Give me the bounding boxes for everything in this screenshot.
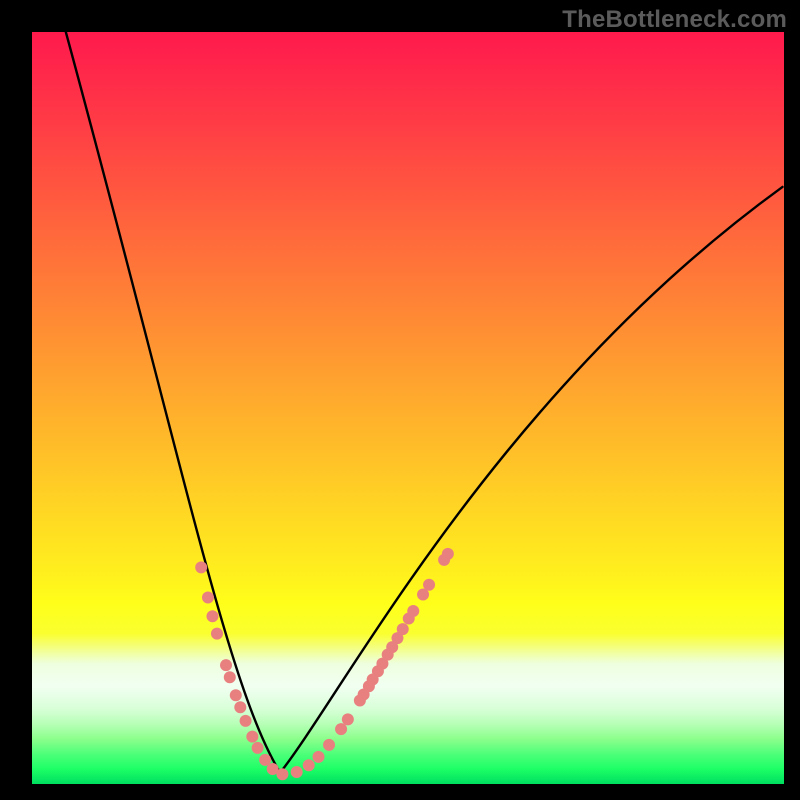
- bottleneck-curve: [66, 32, 783, 773]
- data-marker: [303, 759, 315, 771]
- data-marker: [276, 768, 288, 780]
- data-marker: [313, 751, 325, 763]
- data-marker: [195, 561, 207, 573]
- data-marker: [220, 659, 232, 671]
- data-marker: [423, 579, 435, 591]
- plot-area: [32, 32, 784, 784]
- data-marker: [407, 605, 419, 617]
- data-marker: [230, 689, 242, 701]
- data-marker: [224, 671, 236, 683]
- data-marker: [206, 610, 218, 622]
- data-marker: [342, 713, 354, 725]
- data-marker: [442, 548, 454, 560]
- watermark-text: TheBottleneck.com: [562, 6, 787, 34]
- data-marker: [323, 739, 335, 751]
- data-marker: [397, 623, 409, 635]
- data-marker: [252, 742, 264, 754]
- data-marker: [240, 715, 252, 727]
- data-marker: [246, 731, 258, 743]
- data-marker: [335, 723, 347, 735]
- curve-overlay: [32, 32, 784, 784]
- data-marker: [211, 628, 223, 640]
- chart-root: TheBottleneck.com: [0, 0, 800, 800]
- data-marker: [202, 592, 214, 604]
- data-marker: [234, 701, 246, 713]
- data-marker: [291, 766, 303, 778]
